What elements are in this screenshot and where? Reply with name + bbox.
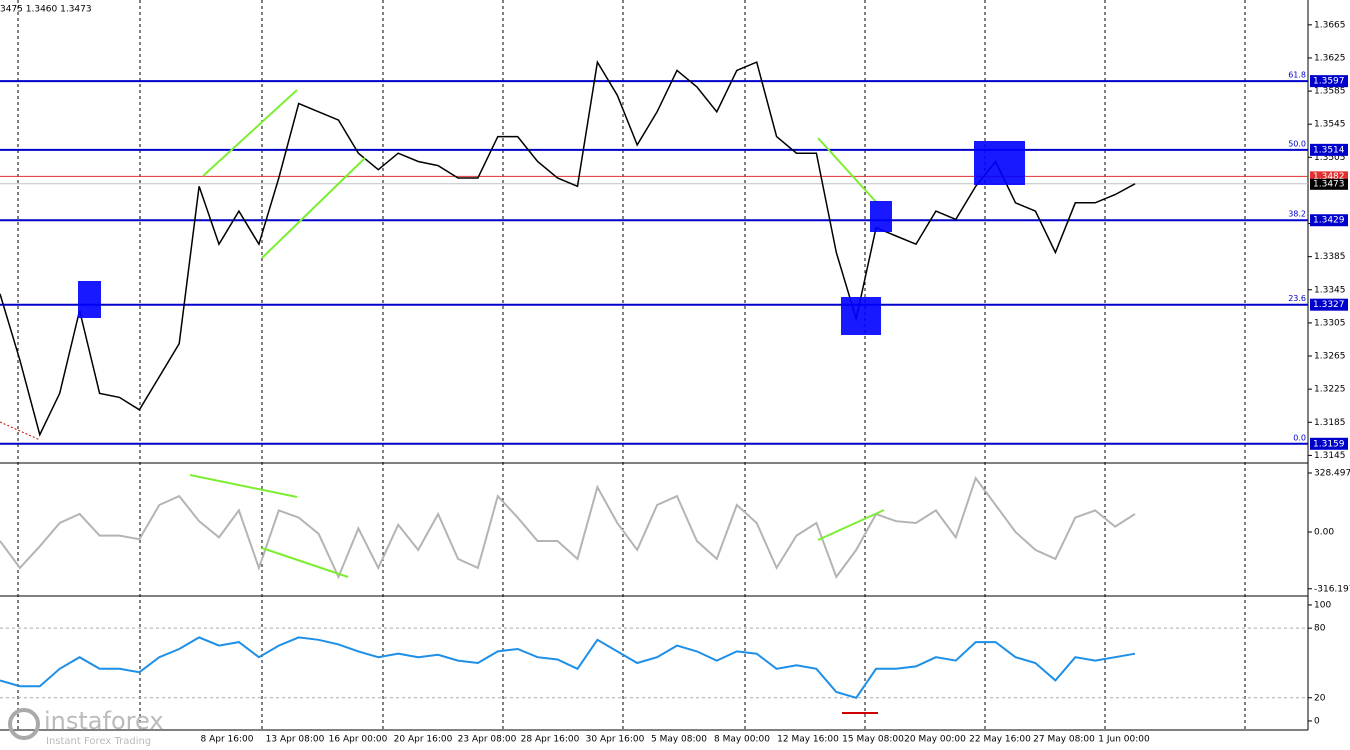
fib-label: 50.0 — [1288, 139, 1306, 148]
y-tick-label: 1.3625 — [1314, 53, 1346, 63]
price-line — [0, 59, 1136, 437]
annotations — [0, 89, 1025, 714]
trend-line — [817, 509, 885, 541]
cci-line — [0, 475, 1136, 580]
y-tick-label: 1.3265 — [1314, 352, 1346, 362]
watermark: instaforex Instant Forex Trading — [8, 707, 164, 747]
x-tick-label: 12 May 16:00 — [777, 735, 839, 745]
x-tick-label: 16 Apr 00:00 — [329, 735, 388, 745]
fib-label: 38.2 — [1288, 210, 1306, 219]
x-tick-label: 28 Apr 16:00 — [521, 735, 580, 745]
zone-box — [78, 281, 101, 318]
x-tick-label: 8 Apr 16:00 — [201, 735, 254, 745]
x-tick-label: 20 May 00:00 — [904, 735, 966, 745]
x-tick-label: 15 May 08:00 — [842, 735, 904, 745]
x-tick-label: 27 May 08:00 — [1033, 735, 1095, 745]
trend-line — [202, 89, 298, 177]
y-tick-label: 1.3345 — [1314, 285, 1346, 295]
watermark-tagline: Instant Forex Trading — [46, 736, 151, 747]
price-label: 1.3597 — [1313, 77, 1345, 87]
y-tick-label: 20 — [1314, 693, 1326, 703]
y-tick-label: 1.3225 — [1314, 385, 1346, 395]
x-tick-label: 5 May 08:00 — [651, 735, 707, 745]
x-tick-label: 30 Apr 16:00 — [586, 735, 645, 745]
trend-line — [261, 157, 366, 259]
fib-label: 61.8 — [1288, 71, 1306, 80]
y-tick-label: 1.3505 — [1314, 153, 1346, 163]
marker — [0, 421, 41, 441]
x-tick-label: 20 Apr 16:00 — [394, 735, 453, 745]
watermark-brand: instaforex — [44, 707, 164, 735]
price-label: 1.3327 — [1313, 300, 1345, 310]
zone-box — [841, 297, 881, 335]
logo — [8, 708, 40, 740]
y-tick-label: -316.1976 — [1314, 584, 1350, 594]
rsi-line — [0, 636, 1136, 699]
price-label: 1.3159 — [1313, 439, 1345, 449]
y-tick-label: 328.4976 — [1314, 468, 1350, 478]
x-tick-label: 13 Apr 08:00 — [266, 735, 325, 745]
y-tick-label: 1.3545 — [1314, 120, 1346, 130]
x-tick-label: 22 May 16:00 — [969, 735, 1031, 745]
y-tick-label: 1.3145 — [1314, 451, 1346, 461]
x-tick-label: 8 May 00:00 — [714, 735, 770, 745]
price-label-box — [1310, 178, 1348, 190]
zone-box — [974, 141, 1025, 185]
y-tick-label: 1.3305 — [1314, 318, 1346, 328]
price-label: 1.3429 — [1313, 216, 1345, 226]
y-tick-label: 1.3665 — [1314, 20, 1346, 30]
trend-line — [817, 137, 878, 204]
fib-label: 23.6 — [1288, 294, 1306, 303]
y-tick-label: 0.00 — [1314, 527, 1334, 537]
plot — [0, 59, 1308, 699]
y-tick-label: 1.3185 — [1314, 418, 1346, 428]
price-label: 1.3473 — [1313, 179, 1345, 189]
price-label: 1.3482 — [1313, 172, 1345, 182]
y-tick-label: 1.3385 — [1314, 252, 1346, 262]
x-tick-label: 1 Jun 00:00 — [1098, 735, 1150, 745]
price-label-box — [1310, 143, 1348, 156]
price-label-box — [1310, 171, 1348, 183]
trend-line — [189, 474, 298, 498]
y-tick-label: 80 — [1314, 624, 1326, 634]
price-label-box — [1310, 298, 1348, 311]
x-tick-label: 23 Apr 08:00 — [458, 735, 517, 745]
zone-box — [870, 201, 892, 232]
header: 3475 1.3460 1.3473 — [0, 5, 92, 15]
price-label-box — [1310, 214, 1348, 227]
price-label: 1.3514 — [1313, 145, 1345, 155]
y-tick-label: 0 — [1314, 716, 1320, 726]
trend-line — [261, 547, 349, 578]
y-tick-label: 100 — [1314, 600, 1331, 610]
fib-label: 0.0 — [1293, 433, 1306, 442]
y-tick-label: 1.3585 — [1314, 87, 1346, 97]
price-label-box — [1310, 75, 1348, 88]
time-grid — [17, 0, 1246, 730]
price-label-box — [1310, 437, 1348, 450]
